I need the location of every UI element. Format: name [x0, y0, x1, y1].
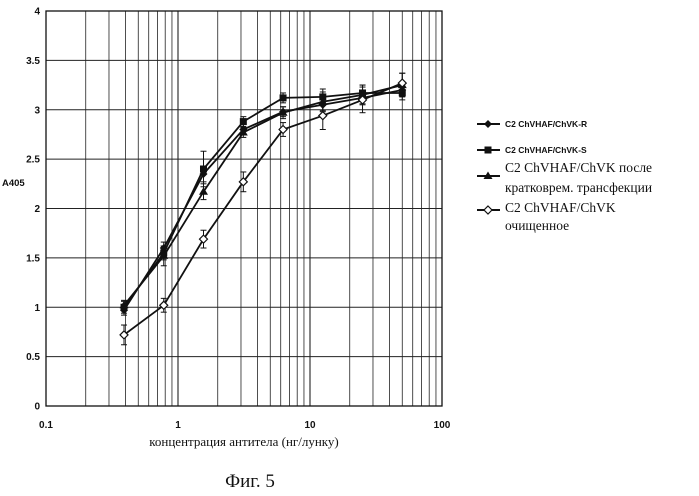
legend-label-4a: C2 ChVHAF/ChVK	[505, 200, 616, 215]
legend-label-1: C2 ChVHAF/ChVK-R	[505, 119, 587, 129]
data-point	[119, 330, 129, 340]
y-tick-label: 2.5	[26, 155, 40, 166]
data-point	[317, 110, 328, 121]
y-tick-label: 3	[34, 105, 40, 116]
data-point	[278, 124, 288, 135]
y-tick-labels: 0 0.5 1 1.5 2 2.5 3 3.5 4	[26, 7, 40, 413]
legend-marker-square	[484, 146, 492, 154]
data-point	[199, 165, 207, 173]
y-tick-label: 1	[34, 303, 40, 314]
series-line	[123, 82, 403, 336]
y-tick-label: 4	[34, 7, 40, 18]
legend-marker-diamond	[484, 120, 492, 128]
data-point	[158, 300, 169, 311]
y-tick-label: 3.5	[26, 56, 40, 67]
figure-caption: Фиг. 5	[225, 471, 275, 492]
legend-item-3: C2 ChVHAF/ChVK после кратковрем. трансфе…	[477, 160, 652, 195]
y-tick-label: 0.5	[26, 352, 40, 363]
legend-item-1: C2 ChVHAF/ChVK-R	[477, 119, 587, 129]
data-point	[239, 118, 247, 126]
legend-label-2: C2 ChVHAF/ChVK-S	[505, 145, 587, 155]
legend-marker-triangle	[483, 171, 493, 179]
y-tick-label: 0	[34, 402, 40, 413]
series-group	[119, 72, 408, 346]
data-point	[119, 300, 129, 309]
data-point	[318, 97, 328, 105]
plot-frame	[45, 10, 443, 407]
y-tick-label: 2	[34, 204, 40, 215]
x-tick-label: 100	[434, 420, 451, 431]
x-axis-label: концентрация антитела (нг/лунку)	[149, 434, 339, 449]
x-tick-label: 1	[175, 420, 181, 431]
series-line	[123, 92, 403, 308]
data-point	[238, 176, 249, 187]
data-point	[198, 187, 208, 195]
legend-item-2: C2 ChVHAF/ChVK-S	[477, 145, 587, 155]
legend-label-4b: очищенное	[505, 218, 569, 233]
legend-item-4: C2 ChVHAF/ChVK очищенное	[477, 200, 616, 233]
y-axis-label: A405	[2, 178, 25, 189]
grid	[46, 10, 442, 407]
data-point	[238, 127, 248, 136]
x-tick-labels: 0.1 1 10 100	[39, 420, 451, 431]
legend-label-3a: C2 ChVHAF/ChVK после	[505, 160, 652, 175]
legend-label-3b: кратковрем. трансфекции	[505, 180, 652, 195]
series-line	[123, 89, 403, 311]
series-2	[120, 84, 406, 314]
legend: C2 ChVHAF/ChVK-R C2 ChVHAF/ChVK-S C2 ChV…	[477, 119, 652, 233]
x-tick-label: 10	[304, 420, 316, 431]
x-tick-label: 0.1	[39, 420, 53, 431]
series-1	[120, 83, 407, 316]
data-point	[278, 108, 288, 116]
series-4	[119, 72, 408, 346]
data-point	[357, 95, 368, 105]
data-point	[198, 234, 209, 244]
data-point	[279, 94, 287, 102]
legend-marker-diamond-open	[483, 205, 493, 215]
data-point	[397, 78, 408, 88]
data-point	[159, 251, 169, 259]
y-tick-label: 1.5	[26, 253, 40, 264]
series-line	[123, 84, 403, 306]
